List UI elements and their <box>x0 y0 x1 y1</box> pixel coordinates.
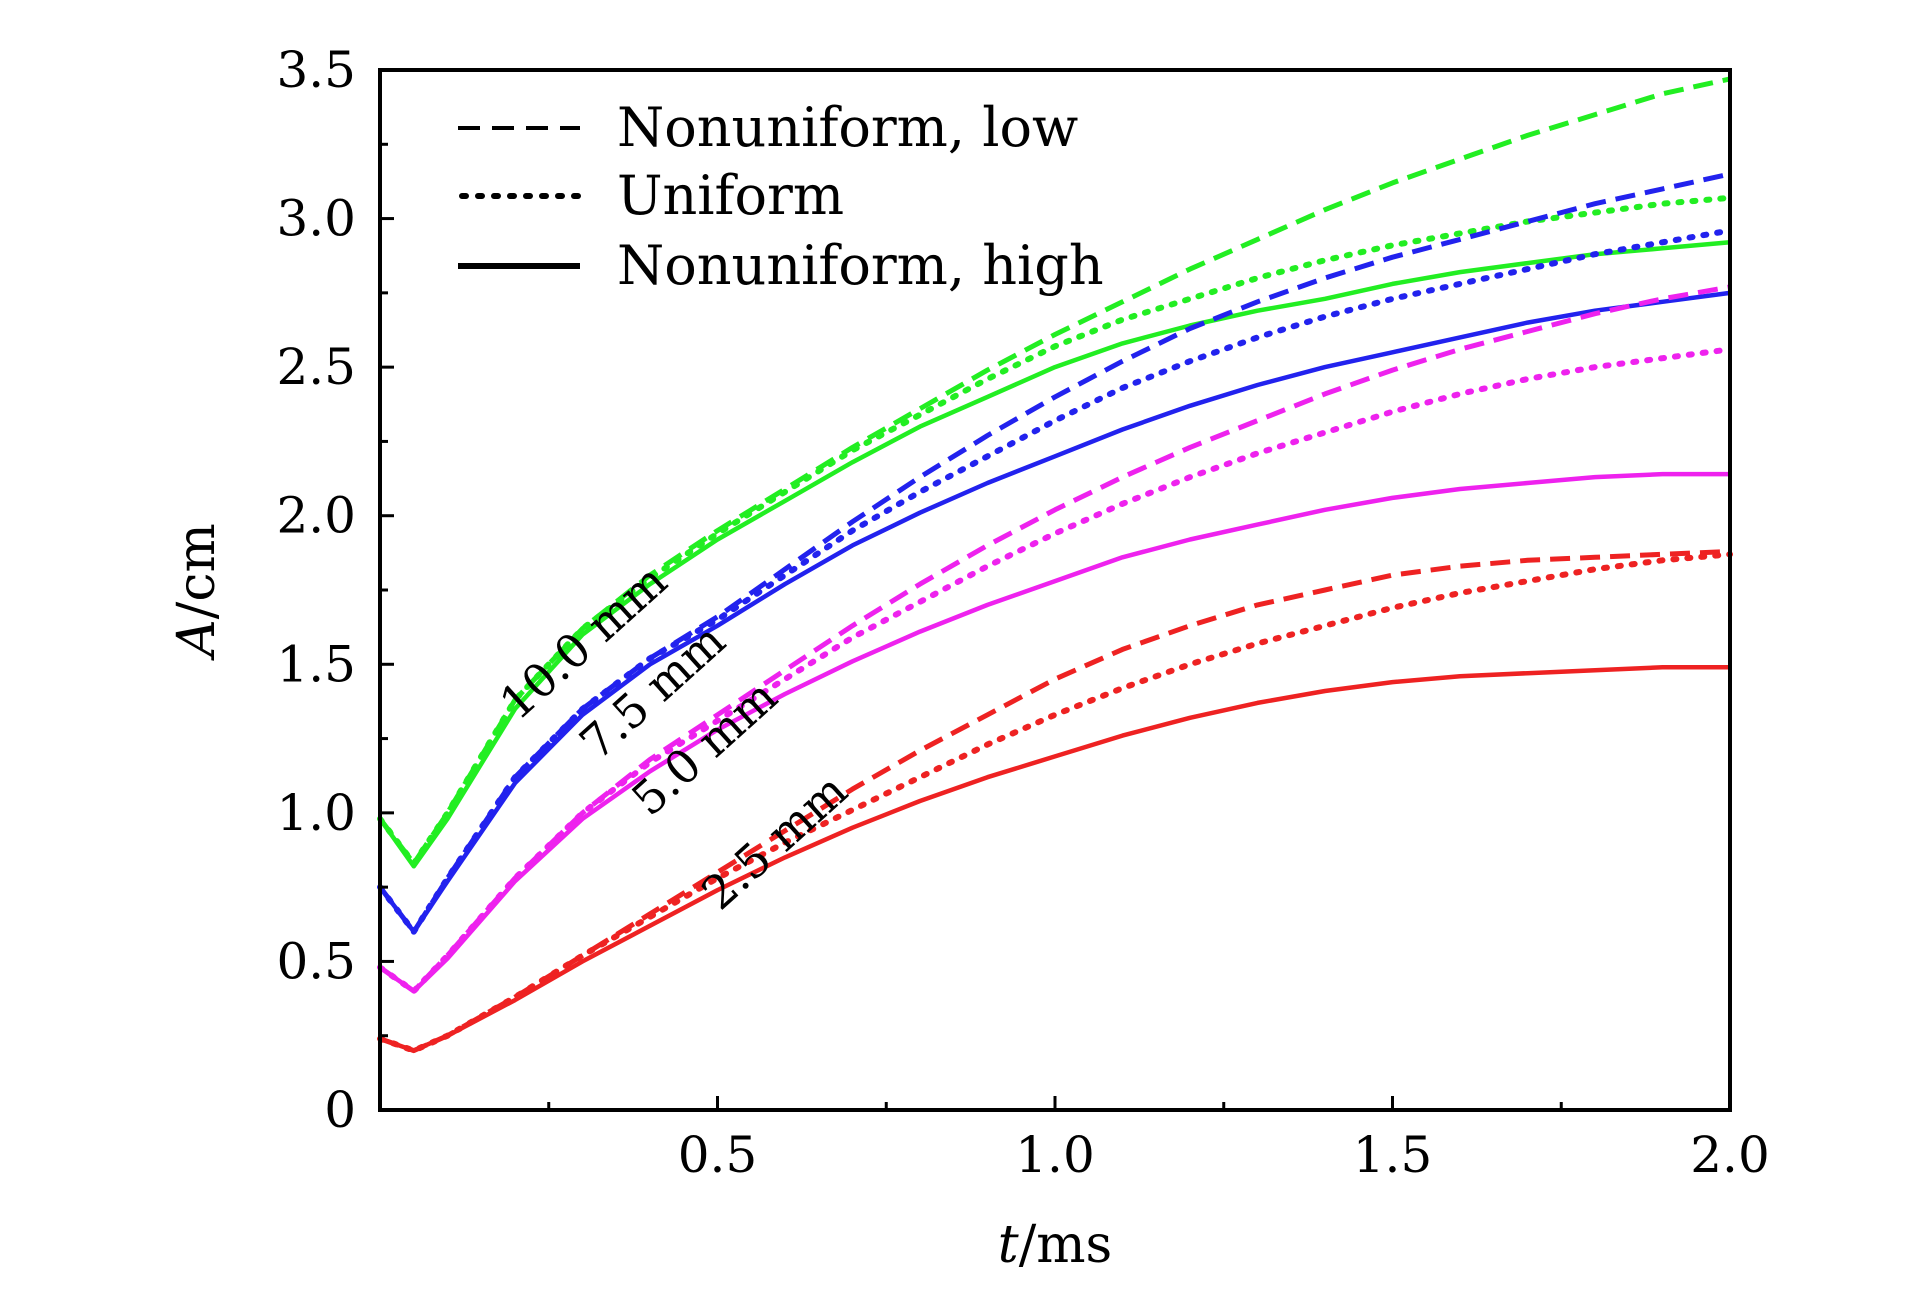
y-tick-label: 3.5 <box>276 41 356 99</box>
series-line-7-5-mm-nonuniform-high <box>378 290 1731 934</box>
legend-label-nonuniform-low: Nonuniform, low <box>617 96 1078 159</box>
series-line-10-0-mm-nonuniform-low <box>378 76 1731 866</box>
legend: Nonuniform, low Uniform Nonuniform, high <box>458 96 1104 297</box>
series-line-7-5-mm-nonuniform-low <box>378 171 1731 935</box>
y-tick-label: 1.0 <box>276 784 356 842</box>
x-axis-variable: t <box>998 1215 1019 1275</box>
series-line-2-5-mm-nonuniform-high <box>379 665 1730 1053</box>
series-line-5-0-mm-nonuniform-low <box>378 284 1731 994</box>
series-line-7-5-mm-uniform <box>377 227 1733 935</box>
y-tick-label: 3.0 <box>276 190 356 248</box>
y-tick-label: 2.0 <box>276 487 356 545</box>
x-axis-unit: /ms <box>1019 1215 1113 1275</box>
x-tick-label: 0.5 <box>678 1126 758 1184</box>
y-tick-label: 0 <box>324 1081 356 1139</box>
series-line-2-5-mm-uniform <box>377 551 1733 1054</box>
series-line-5-0-mm-nonuniform-high <box>378 471 1730 994</box>
x-tick-label: 1.0 <box>1015 1126 1095 1184</box>
legend-label-uniform: Uniform <box>617 164 844 227</box>
x-tick-label: 1.5 <box>1353 1126 1433 1184</box>
x-tick-label: 2.0 <box>1690 1126 1770 1184</box>
y-axis-title: A/cm <box>167 523 227 661</box>
annotation-2-5mm: 2.5 mm <box>691 763 857 920</box>
series-line-2-5-mm-nonuniform-low <box>379 548 1731 1054</box>
plot-frame <box>378 68 1732 1112</box>
y-axis-variable: A <box>167 619 227 661</box>
y-tick-label: 2.5 <box>276 338 356 396</box>
series-line-10-0-mm-nonuniform-high <box>378 240 1731 869</box>
ticks-layer: 0.5 1.0 1.5 2.0 0 0.5 1.0 1.5 2.0 2.5 3.0 3.5 <box>276 41 1769 1184</box>
x-axis-title: t/ms <box>998 1215 1112 1275</box>
y-axis-unit: /cm <box>167 523 227 619</box>
y-tick-label: 0.5 <box>276 932 356 990</box>
y-tick-label: 1.5 <box>276 635 356 693</box>
series-line-5-0-mm-uniform <box>377 346 1733 995</box>
legend-label-nonuniform-high: Nonuniform, high <box>617 234 1104 297</box>
series-layer <box>377 76 1733 1054</box>
series-line-10-0-mm-uniform <box>377 194 1733 867</box>
